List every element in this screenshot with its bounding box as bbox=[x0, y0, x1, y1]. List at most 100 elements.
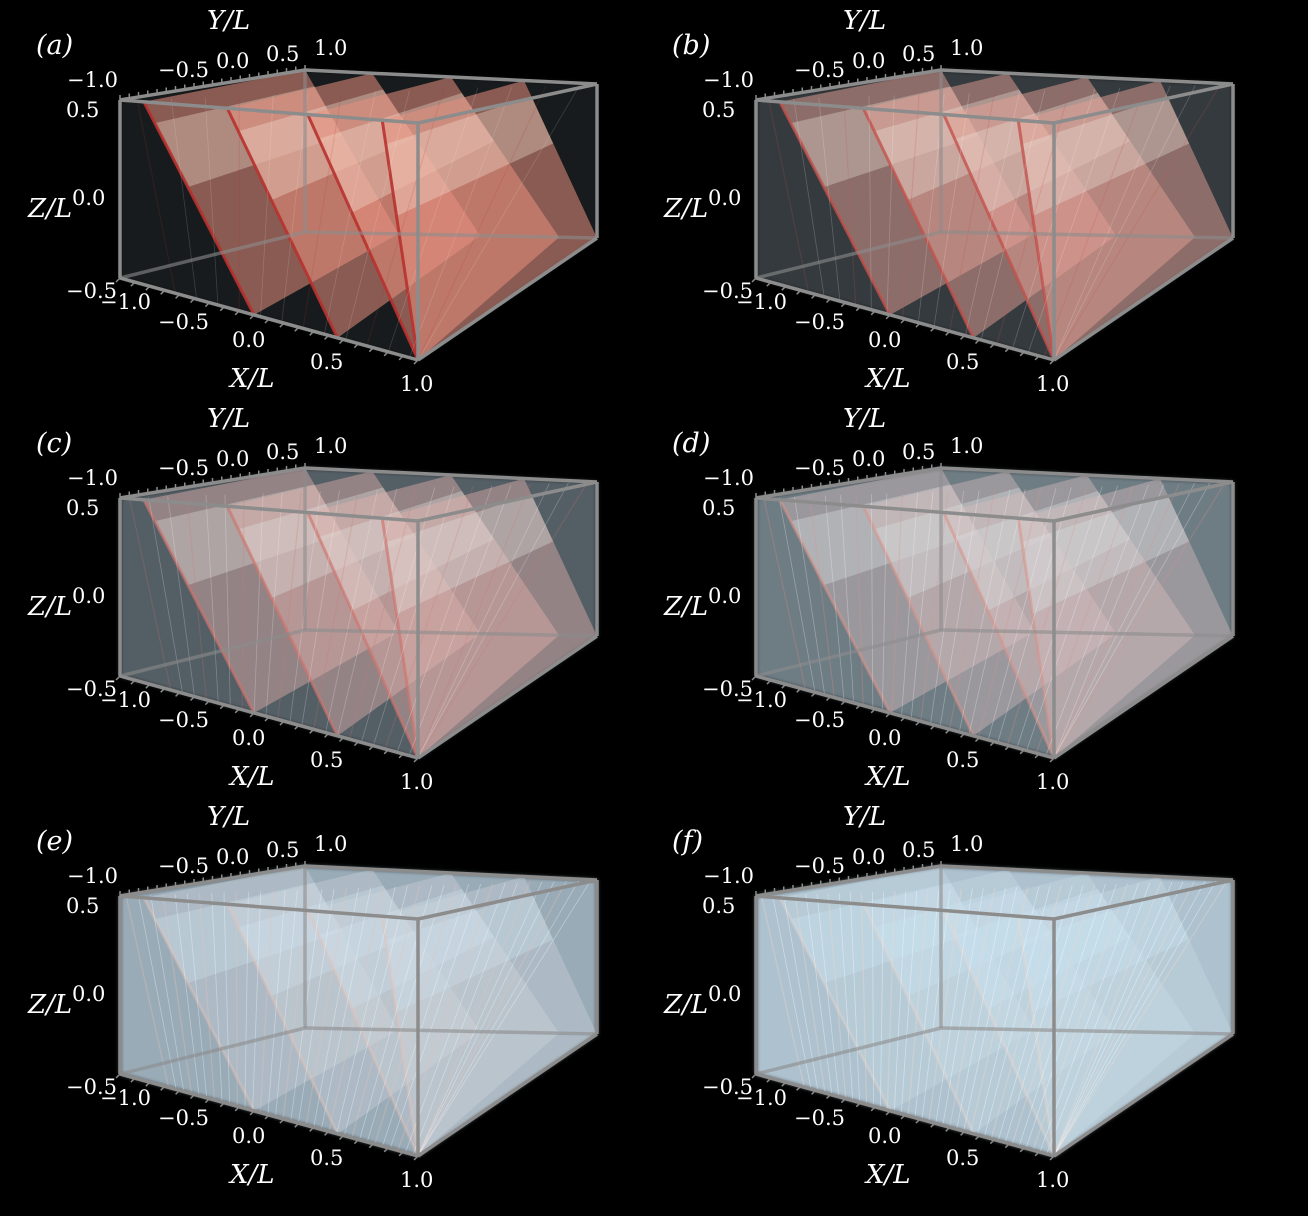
box-edge bbox=[304, 1026, 598, 1036]
shock-sheets bbox=[778, 468, 1233, 759]
sheet-highlight bbox=[238, 885, 416, 997]
x-tick-label: 1.0 bbox=[1036, 372, 1070, 396]
streaks bbox=[760, 879, 1229, 1157]
panel-label: (a) bbox=[36, 30, 74, 61]
x-tick-mark bbox=[855, 306, 861, 312]
streak bbox=[305, 888, 347, 1126]
y-tick-label: −0.5 bbox=[794, 456, 845, 480]
y-tick-label: −1.0 bbox=[703, 466, 754, 490]
streak bbox=[1053, 484, 1165, 759]
x-tick-label: −1.0 bbox=[736, 290, 787, 314]
x-tick-mark bbox=[219, 1102, 225, 1108]
x-tick-mark bbox=[960, 1130, 966, 1136]
bounding-box bbox=[754, 864, 1235, 1158]
streak bbox=[1053, 881, 1195, 1157]
x-tick-mark bbox=[825, 695, 832, 702]
streak bbox=[827, 893, 847, 1099]
streaks bbox=[125, 879, 592, 1157]
x-tick-label: −1.0 bbox=[736, 1086, 787, 1110]
x-tick-mark bbox=[368, 347, 374, 353]
shock-sheets bbox=[142, 70, 597, 361]
streak bbox=[840, 495, 854, 703]
bounding-box bbox=[118, 466, 599, 760]
shock-front bbox=[778, 101, 892, 316]
streak bbox=[760, 895, 805, 1088]
x-tick-mark bbox=[781, 1081, 787, 1087]
x-tick-mark bbox=[915, 1118, 921, 1124]
x-tick-mark bbox=[130, 679, 136, 685]
x-tick-label: 1.0 bbox=[1036, 1168, 1070, 1192]
streak bbox=[417, 483, 550, 759]
streak bbox=[1043, 86, 1146, 358]
x-tick-label: 0.5 bbox=[946, 748, 980, 772]
sheet-highlight bbox=[385, 892, 554, 1013]
x-tick-mark bbox=[130, 281, 136, 287]
x-tick-mark bbox=[338, 1134, 345, 1141]
x-tick-mark bbox=[1004, 347, 1010, 353]
x-tick-mark bbox=[989, 343, 995, 349]
streaks bbox=[136, 84, 581, 361]
x-tick-mark bbox=[751, 277, 757, 283]
streak bbox=[1053, 84, 1221, 361]
shock-front bbox=[778, 897, 892, 1112]
x-tick-mark bbox=[294, 326, 300, 332]
x-tick-label: −0.5 bbox=[794, 1106, 845, 1130]
streak bbox=[417, 881, 555, 1157]
streak bbox=[949, 887, 996, 1128]
sheet-highlight bbox=[1021, 494, 1190, 615]
sheet-highlight bbox=[790, 484, 979, 586]
y-axis-title: Y/L bbox=[207, 6, 251, 36]
x-tick-mark bbox=[353, 343, 359, 349]
streak bbox=[849, 892, 860, 1103]
x-tick-mark bbox=[945, 728, 951, 734]
streak bbox=[417, 881, 543, 1157]
streak bbox=[930, 490, 965, 725]
x-tick-mark bbox=[189, 1093, 196, 1100]
x-tick-mark bbox=[145, 683, 151, 689]
shock-sheet bbox=[943, 873, 1195, 1156]
streak bbox=[137, 895, 177, 1090]
shock-sheet bbox=[143, 468, 399, 713]
streak bbox=[997, 885, 1073, 1141]
x-tick-mark bbox=[1019, 749, 1025, 755]
panel-label: (e) bbox=[36, 826, 74, 857]
x-tick-mark bbox=[249, 712, 255, 718]
streak bbox=[174, 894, 200, 1096]
y-tick-label: 0.5 bbox=[902, 440, 936, 464]
x-tick-mark bbox=[885, 1110, 891, 1116]
streak bbox=[336, 886, 396, 1134]
streak bbox=[417, 85, 547, 361]
z-tick-label: 0.5 bbox=[702, 98, 736, 122]
y-tick-label: 0.5 bbox=[266, 838, 300, 862]
x-tick-label: 0.0 bbox=[232, 328, 266, 352]
streak bbox=[224, 494, 231, 707]
x-tick-mark bbox=[338, 338, 345, 345]
x-tick-mark bbox=[915, 322, 921, 328]
streak bbox=[987, 487, 1057, 741]
volume-render-d bbox=[751, 463, 1235, 763]
panel-label: (c) bbox=[36, 428, 73, 459]
streak bbox=[301, 490, 340, 727]
box-edge bbox=[417, 634, 598, 760]
streak bbox=[417, 880, 567, 1157]
x-tick-mark bbox=[309, 330, 315, 336]
x-tick-mark bbox=[1034, 1151, 1040, 1157]
y-tick-label: −0.5 bbox=[158, 854, 209, 878]
y-tick-label: −0.5 bbox=[794, 58, 845, 82]
x-tick-mark bbox=[324, 1130, 330, 1136]
x-tick-mark bbox=[1004, 1143, 1010, 1149]
box-edge bbox=[755, 230, 942, 280]
diffuse-haze bbox=[120, 866, 597, 1156]
x-tick-mark bbox=[279, 720, 285, 726]
streak bbox=[277, 491, 302, 720]
streak bbox=[949, 489, 996, 730]
streak bbox=[337, 488, 398, 736]
streak bbox=[302, 92, 343, 329]
streak bbox=[1053, 85, 1196, 361]
x-tick-mark bbox=[900, 716, 906, 722]
box-edge bbox=[940, 466, 1234, 484]
sheet-highlight bbox=[954, 491, 1131, 611]
x-tick-mark bbox=[1049, 757, 1055, 763]
tick-marks bbox=[115, 463, 419, 763]
shock-front bbox=[225, 505, 339, 737]
